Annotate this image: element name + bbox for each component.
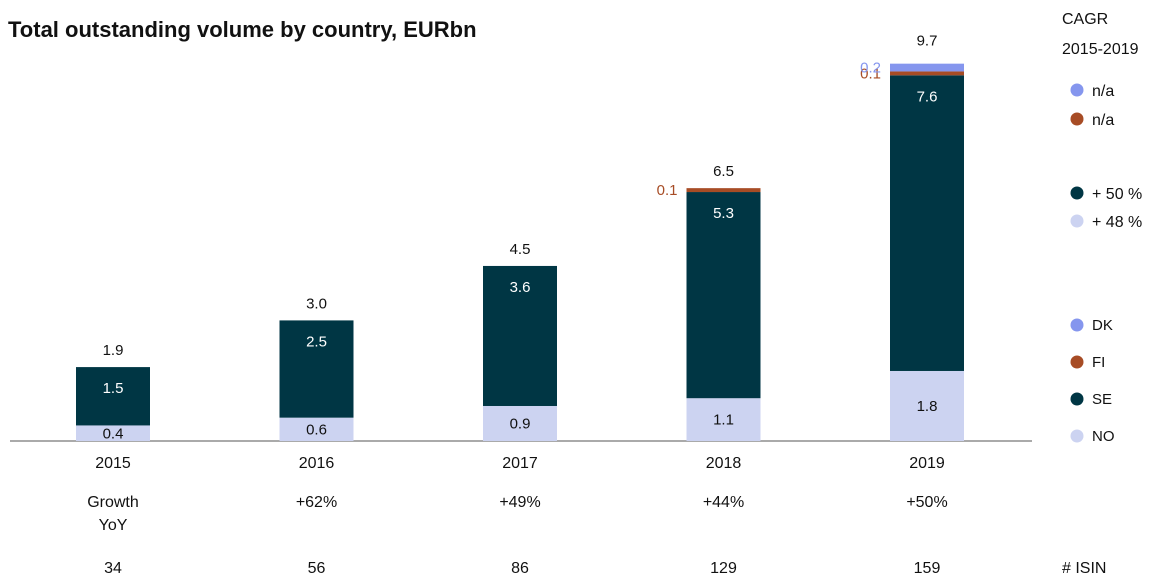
x-tick-label-2016: 2016 (299, 455, 335, 472)
legend-label-no: NO (1092, 428, 1115, 445)
growth-label-line2: YoY (99, 517, 128, 534)
total-label-2018: 6.5 (713, 163, 734, 180)
growth-yoy-2016: +62% (296, 494, 337, 511)
isin-count-2019: 159 (914, 560, 941, 576)
value-label-no-2019: 1.8 (917, 398, 938, 415)
x-tick-label-2015: 2015 (95, 455, 131, 472)
legend-marker-fi (1070, 355, 1084, 369)
growth-label-line1: Growth (87, 494, 139, 511)
cagr-marker-no (1070, 214, 1084, 228)
isin-count-2018: 129 (710, 560, 737, 576)
growth-yoy-2017: +49% (499, 494, 540, 511)
growth-yoy-2018: +44% (703, 494, 744, 511)
legend-label-fi: FI (1092, 354, 1105, 371)
bar-no-2015 (76, 425, 150, 441)
cagr-value-se: + 50 % (1092, 186, 1142, 203)
bar-se-2016 (279, 320, 354, 418)
growth-yoy-2019: +50% (906, 494, 947, 511)
isin-count-2016: 56 (308, 560, 326, 576)
bar-se-2018 (686, 192, 761, 399)
legend-marker-dk (1070, 318, 1084, 332)
bar-no-2019 (890, 370, 964, 441)
cagr-marker-se (1070, 186, 1084, 200)
isin-count-2017: 86 (511, 560, 529, 576)
bar-fi-2019 (890, 71, 964, 76)
legend-marker-no (1070, 429, 1084, 443)
x-tick-label-2017: 2017 (502, 455, 538, 472)
value-label-se-2019: 7.6 (917, 88, 938, 105)
value-label-no-2015: 0.4 (103, 425, 124, 442)
cagr-value-fi: n/a (1092, 112, 1114, 129)
value-label-no-2018: 1.1 (713, 412, 734, 429)
value-label-no-2016: 0.6 (306, 421, 327, 438)
bar-no-2016 (279, 417, 354, 441)
cagr-value-no: + 48 % (1092, 214, 1142, 231)
labels-layer: 0.4 1.5 1.9 2015 34 0.6 2.5 3.0 2016 +62% 56 0.9 3.6… (87, 33, 1106, 576)
bar-no-2018 (686, 398, 761, 441)
value-label-se-2016: 2.5 (306, 333, 327, 350)
legend-label-se: SE (1092, 391, 1112, 408)
bar-se-2015 (76, 367, 150, 426)
cagr-value-dk: n/a (1092, 83, 1114, 100)
bar-se-2017 (483, 265, 557, 406)
isin-label: # ISIN (1062, 560, 1106, 576)
bars-layer (76, 63, 964, 441)
value-label-dk-2019: 0.2 (860, 60, 881, 77)
legend-label-dk: DK (1092, 317, 1113, 334)
bar-fi-2018 (686, 188, 761, 193)
cagr-title-line1: CAGR (1062, 11, 1108, 28)
bar-dk-2019 (890, 63, 964, 72)
value-label-fi-2019: 0.1 (860, 65, 881, 82)
chart-title: Total outstanding volume by country, EUR… (8, 17, 477, 42)
total-label-2017: 4.5 (510, 241, 531, 258)
value-label-no-2017: 0.9 (510, 415, 531, 432)
legend-marker-se (1070, 392, 1084, 406)
value-label-se-2015: 1.5 (103, 380, 124, 397)
x-tick-label-2018: 2018 (706, 455, 742, 472)
isin-count-2015: 34 (104, 560, 122, 576)
total-label-2019: 9.7 (917, 33, 938, 50)
cagr-title-line2: 2015-2019 (1062, 41, 1139, 58)
total-label-2016: 3.0 (306, 295, 327, 312)
x-tick-label-2019: 2019 (909, 455, 945, 472)
bar-se-2019 (890, 75, 964, 371)
cagr-marker-dk (1070, 83, 1084, 97)
value-label-fi-2018: 0.1 (657, 182, 678, 199)
legend: n/a n/a + 50 % + 48 % DK FI SE NO (1070, 83, 1142, 445)
value-label-se-2018: 5.3 (713, 205, 734, 222)
total-label-2015: 1.9 (103, 342, 124, 359)
value-label-se-2017: 3.6 (510, 279, 531, 296)
cagr-marker-fi (1070, 112, 1084, 126)
bar-no-2017 (483, 405, 557, 441)
